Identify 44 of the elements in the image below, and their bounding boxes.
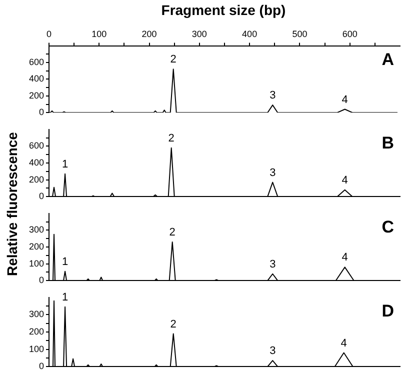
annotation: 1 <box>62 158 68 170</box>
y-tick-label: 600 <box>28 56 44 67</box>
y-axis-title: Relative fluorescence <box>4 131 20 278</box>
y-tick-label: 0 <box>38 361 44 372</box>
annotation: 3 <box>270 166 276 179</box>
y-tick-label: 300 <box>28 309 44 320</box>
x-tick-label: 500 <box>292 28 308 39</box>
y-tick-label: 300 <box>28 224 44 235</box>
annotation: 3 <box>270 345 276 358</box>
annotation: 3 <box>270 258 276 270</box>
y-tick-label: 600 <box>28 140 44 151</box>
chart-title: C <box>382 218 394 237</box>
y-tick-label: 200 <box>28 90 44 100</box>
annotation: 3 <box>270 90 276 102</box>
y-tick-label: 200 <box>28 241 44 252</box>
annotation: 1 <box>62 291 68 304</box>
annotation: 4 <box>340 337 347 350</box>
chart-title: D <box>382 302 394 321</box>
annotation: 1 <box>62 256 68 268</box>
y-tick-label: 100 <box>28 344 44 354</box>
chart-title: B <box>382 134 394 153</box>
y-tick-label: 200 <box>28 326 44 336</box>
annotation: 2 <box>170 54 176 66</box>
x-axis-title: Fragment size (bp) <box>160 2 287 18</box>
y-tick-label: 100 <box>28 258 44 268</box>
annotation: 4 <box>342 94 348 106</box>
x-tick-label: 300 <box>192 28 207 39</box>
x-tick-label: 0 <box>46 28 52 39</box>
annotation: 2 <box>169 226 176 238</box>
x-tick-label: 100 <box>92 28 107 39</box>
annotation: 2 <box>170 318 176 330</box>
annotation: 2 <box>168 132 174 144</box>
y-tick-label: 400 <box>28 74 44 84</box>
x-tick-label: 600 <box>342 28 358 39</box>
chart-title: A <box>382 50 394 69</box>
x-tick-label: 200 <box>142 28 157 39</box>
y-tick-label: 0 <box>38 191 44 202</box>
y-tick-label: 0 <box>38 275 44 286</box>
annotation: 4 <box>342 252 348 264</box>
y-tick-label: 0 <box>38 107 44 118</box>
y-tick-label: 400 <box>28 157 44 168</box>
y-tick-label: 200 <box>28 174 44 184</box>
x-tick-label: 400 <box>242 28 258 39</box>
annotation: 4 <box>342 174 348 186</box>
